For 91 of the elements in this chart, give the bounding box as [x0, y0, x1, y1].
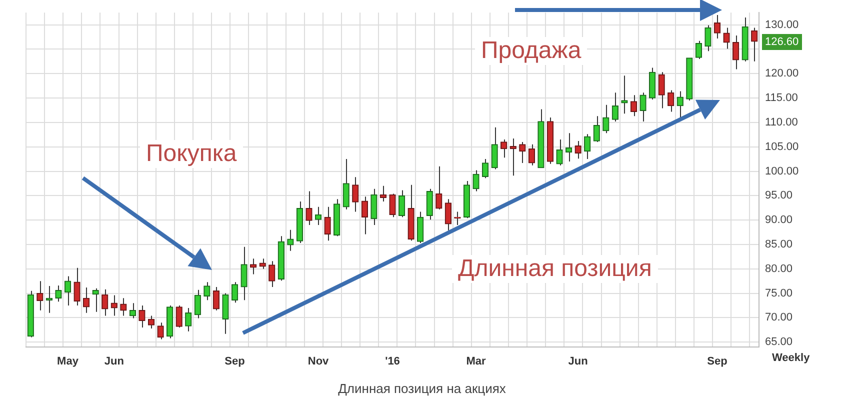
candlestick — [138, 305, 146, 328]
candlestick — [640, 92, 646, 122]
candlestick — [482, 158, 489, 179]
candlestick — [194, 289, 201, 319]
candlestick — [306, 190, 312, 226]
x-tick-label: Jun — [568, 356, 588, 368]
candlestick — [92, 288, 99, 312]
candlestick — [732, 35, 740, 70]
x-tick-label: Jun — [104, 356, 124, 368]
y-tick-label: 80.00 — [765, 262, 793, 275]
candlestick — [102, 288, 108, 316]
candlestick — [528, 144, 536, 166]
candlestick — [704, 24, 712, 52]
candlestick — [584, 134, 591, 160]
candlestick — [621, 75, 628, 114]
annotation: Покупка — [140, 140, 243, 168]
candlestick — [185, 307, 192, 332]
candlestick — [695, 40, 702, 60]
y-tick-label: 105.00 — [765, 140, 799, 153]
y-tick-label: 100.00 — [765, 165, 799, 178]
candlestick — [110, 294, 118, 316]
candlestick — [314, 206, 322, 226]
candlestick — [55, 284, 62, 302]
candlestick — [426, 188, 433, 220]
x-tick-label: Nov — [308, 356, 330, 368]
candlestick — [491, 126, 498, 170]
y-tick-label: 115.00 — [765, 92, 798, 104]
candlestick — [204, 282, 210, 301]
candlestick — [36, 280, 44, 311]
candlestick — [231, 282, 238, 304]
candlestick — [500, 139, 508, 158]
y-tick-label: 90.00 — [765, 214, 793, 226]
candlestick — [556, 139, 563, 166]
candlestick — [519, 141, 526, 164]
candlestick — [593, 116, 600, 142]
y-tick-label: 130.00 — [765, 18, 799, 31]
y-tick-label: 110.00 — [765, 116, 798, 128]
candlestick — [342, 158, 350, 210]
candlestick — [157, 322, 164, 340]
annotation: Продажа — [475, 37, 588, 65]
candlestick — [676, 90, 684, 120]
candlestick — [74, 267, 80, 306]
x-tick-label: May — [57, 356, 80, 368]
candlestick — [250, 258, 257, 275]
candlestick — [444, 198, 452, 231]
candlestick — [240, 246, 248, 301]
candlestick — [324, 206, 331, 242]
candlestick — [212, 286, 220, 311]
candlestick — [380, 185, 387, 202]
candlestick — [120, 298, 127, 316]
candlestick — [398, 190, 406, 218]
text: Длинная позиция на акциях — [337, 381, 507, 396]
x-tick-label: Sep — [707, 356, 728, 368]
x-tick-label: Mar — [466, 356, 487, 368]
candlestick — [129, 302, 136, 319]
candlestick — [417, 211, 424, 244]
candlestick — [64, 276, 72, 306]
candlestick — [723, 27, 730, 50]
candlestick — [259, 258, 266, 270]
y-tick-label: 85.00 — [765, 238, 793, 251]
candlestick — [222, 292, 229, 334]
candlestick — [714, 14, 721, 39]
candlestick — [361, 196, 368, 235]
x-tick-label: '16 — [385, 356, 400, 368]
candlestick — [287, 229, 294, 252]
candlestick — [574, 140, 582, 160]
y-tick-label: 120.00 — [765, 68, 799, 80]
candlestick — [658, 72, 665, 109]
candlestick — [565, 132, 572, 162]
annotation: Длинная позиция — [452, 255, 658, 283]
y-tick-label: 70.00 — [765, 312, 793, 324]
candlestick — [751, 27, 758, 62]
candlestick — [389, 193, 396, 218]
candlestick — [370, 188, 378, 226]
candlestick — [148, 315, 155, 329]
candlestick — [82, 286, 90, 314]
y-tick-label: 95.00 — [765, 190, 793, 202]
candlestick — [612, 92, 619, 122]
candlestick — [176, 305, 182, 328]
text: Weekly — [766, 352, 816, 364]
y-tick-label: 65.00 — [765, 336, 793, 348]
candlestick — [668, 90, 674, 112]
candlestick — [436, 166, 442, 210]
x-tick-label: Sep — [224, 356, 246, 368]
candlestick — [602, 104, 610, 134]
candlestick — [268, 260, 276, 288]
y-tick-label: 75.00 — [765, 287, 793, 300]
text: 126.60 — [762, 34, 802, 50]
candlestick — [630, 94, 638, 117]
candlestick — [352, 176, 359, 212]
candlestick — [472, 170, 480, 192]
